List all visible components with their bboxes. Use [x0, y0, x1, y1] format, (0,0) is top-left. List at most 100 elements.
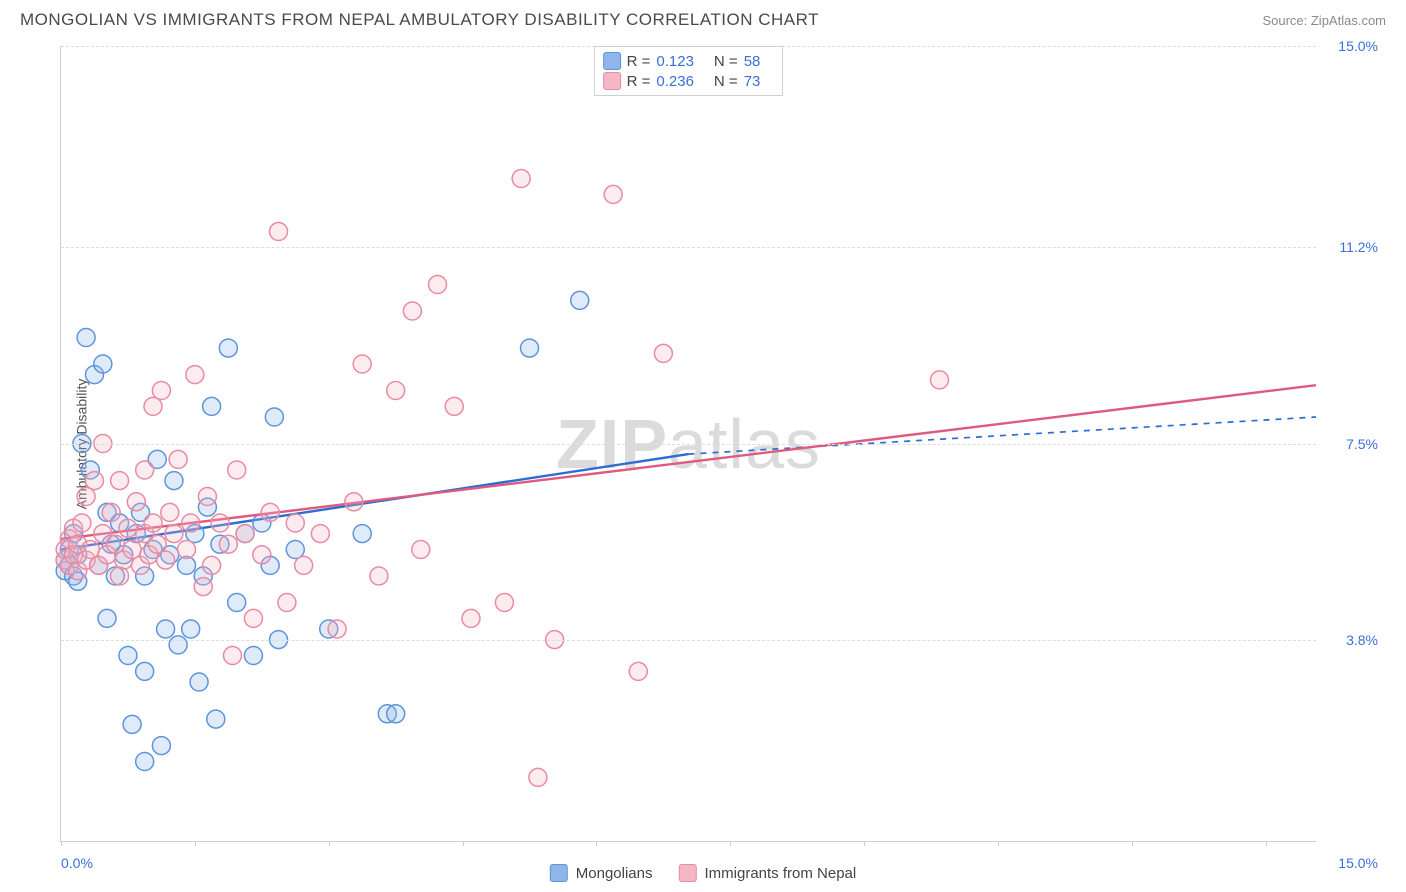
data-point	[219, 339, 237, 357]
data-point	[157, 551, 175, 569]
correlation-legend: R = 0.123 N = 58 R = 0.236 N = 73	[594, 46, 784, 96]
data-point	[236, 525, 254, 543]
data-point	[261, 503, 279, 521]
data-point	[119, 519, 137, 537]
data-point	[286, 541, 304, 559]
y-tick-label: 3.8%	[1346, 632, 1378, 648]
legend-r-label: R =	[627, 73, 651, 90]
data-point	[85, 472, 103, 490]
x-tick	[864, 841, 865, 846]
data-point	[529, 768, 547, 786]
x-tick	[998, 841, 999, 846]
data-point	[353, 355, 371, 373]
data-point	[148, 535, 166, 553]
legend-n-value: 58	[744, 53, 761, 70]
data-point	[111, 567, 129, 585]
data-point	[462, 609, 480, 627]
data-point	[265, 408, 283, 426]
data-point	[203, 556, 221, 574]
data-point	[207, 710, 225, 728]
data-point	[521, 339, 539, 357]
data-point	[224, 647, 242, 665]
data-point	[328, 620, 346, 638]
data-point	[119, 647, 137, 665]
x-axis-min-label: 0.0%	[61, 855, 93, 871]
data-point	[152, 737, 170, 755]
gridline	[61, 444, 1316, 445]
data-point	[123, 715, 141, 733]
legend-r-value: 0.123	[656, 53, 694, 70]
series-legend: Mongolians Immigrants from Nepal	[550, 864, 856, 882]
gridline	[61, 640, 1316, 641]
x-tick	[730, 841, 731, 846]
trend-line	[61, 385, 1316, 539]
data-point	[186, 366, 204, 384]
x-tick	[596, 841, 597, 846]
data-point	[169, 636, 187, 654]
data-point	[169, 450, 187, 468]
legend-n-label: N =	[714, 53, 738, 70]
data-point	[228, 594, 246, 612]
data-point	[165, 525, 183, 543]
data-point	[123, 541, 141, 559]
data-point	[429, 276, 447, 294]
data-point	[194, 578, 212, 596]
data-point	[253, 546, 271, 564]
data-point	[136, 461, 154, 479]
correlation-legend-row: R = 0.123 N = 58	[603, 51, 775, 71]
data-point	[387, 382, 405, 400]
data-point	[178, 541, 196, 559]
data-point	[157, 620, 175, 638]
data-point	[345, 493, 363, 511]
data-point	[286, 514, 304, 532]
x-tick	[329, 841, 330, 846]
data-point	[152, 382, 170, 400]
y-tick-label: 11.2%	[1339, 239, 1378, 255]
data-point	[102, 503, 120, 521]
data-point	[370, 567, 388, 585]
data-point	[445, 397, 463, 415]
x-tick	[1266, 841, 1267, 846]
data-point	[190, 673, 208, 691]
chart-header: MONGOLIAN VS IMMIGRANTS FROM NEPAL AMBUL…	[0, 0, 1406, 36]
data-point	[244, 609, 262, 627]
data-point	[98, 609, 116, 627]
data-point	[144, 397, 162, 415]
series-legend-label: Immigrants from Nepal	[705, 865, 857, 882]
series-legend-item: Immigrants from Nepal	[679, 864, 857, 882]
data-point	[604, 185, 622, 203]
legend-swatch	[550, 864, 568, 882]
data-point	[198, 488, 216, 506]
data-point	[654, 344, 672, 362]
chart-source: Source: ZipAtlas.com	[1262, 13, 1386, 28]
data-point	[81, 541, 99, 559]
data-point	[106, 535, 124, 553]
data-point	[136, 753, 154, 771]
data-point	[295, 556, 313, 574]
data-point	[182, 514, 200, 532]
data-point	[571, 291, 589, 309]
data-point	[77, 329, 95, 347]
data-point	[931, 371, 949, 389]
legend-r-label: R =	[627, 53, 651, 70]
data-point	[165, 472, 183, 490]
data-point	[182, 620, 200, 638]
chart-area: Ambulatory Disability ZIPatlas R = 0.123…	[50, 46, 1386, 842]
data-point	[127, 493, 145, 511]
y-tick-label: 7.5%	[1346, 436, 1378, 452]
data-point	[136, 662, 154, 680]
data-point	[77, 488, 95, 506]
data-point	[629, 662, 647, 680]
legend-swatch	[603, 72, 621, 90]
data-point	[495, 594, 513, 612]
series-legend-label: Mongolians	[576, 865, 653, 882]
plot-region: ZIPatlas R = 0.123 N = 58 R = 0.236 N = …	[60, 46, 1316, 842]
data-point	[270, 223, 288, 241]
data-point	[311, 525, 329, 543]
data-point	[412, 541, 430, 559]
y-tick-label: 15.0%	[1338, 38, 1378, 54]
legend-n-value: 73	[744, 73, 761, 90]
legend-n-label: N =	[714, 73, 738, 90]
x-tick	[1132, 841, 1133, 846]
data-point	[111, 472, 129, 490]
